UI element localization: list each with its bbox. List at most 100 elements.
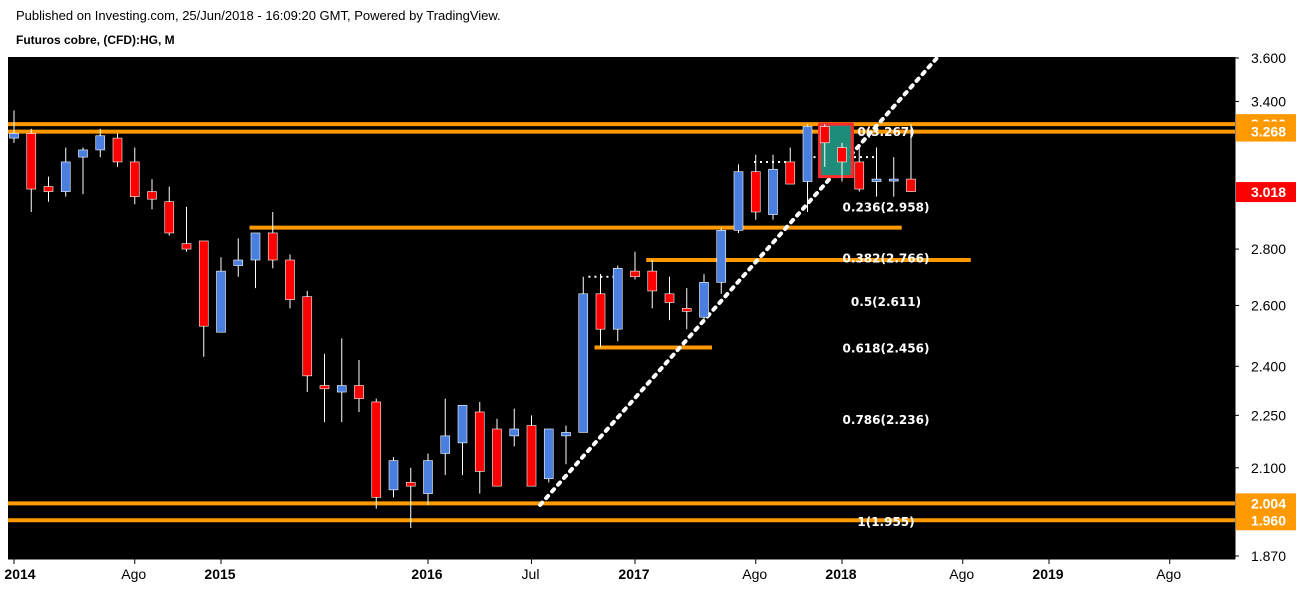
candle[interactable] [768, 154, 778, 220]
candle-body [474, 411, 485, 472]
candle[interactable] [198, 240, 209, 357]
candle-body [906, 178, 916, 192]
candle[interactable] [388, 457, 399, 498]
candle[interactable] [423, 453, 433, 505]
candle-body [612, 268, 623, 330]
fibonacci-label: 0.786(2.236) [843, 413, 930, 427]
candle-body [129, 161, 140, 197]
candle-body [267, 232, 278, 261]
candle-body [647, 270, 658, 292]
candle[interactable] [871, 147, 882, 197]
candle[interactable] [285, 254, 295, 309]
x-tick-label: Jul [522, 566, 540, 582]
candle[interactable] [630, 251, 640, 280]
candle[interactable] [595, 273, 606, 348]
candle[interactable] [474, 401, 485, 494]
candle-body [768, 168, 778, 215]
candle[interactable] [319, 353, 330, 423]
price-tag: 1.960 [1236, 510, 1296, 531]
fibonacci-label: 1(1.955) [857, 515, 914, 529]
candle[interactable] [233, 238, 244, 277]
candle-body [630, 270, 640, 278]
candle[interactable] [440, 398, 451, 476]
candle-body [561, 432, 571, 437]
candle-body [785, 161, 796, 185]
candle[interactable] [837, 142, 847, 182]
fibonacci-label: 0.236(2.958) [843, 200, 930, 214]
candle-body [699, 282, 709, 318]
fibonacci-label: 0(3.267) [857, 125, 914, 139]
candle[interactable] [561, 425, 571, 465]
candle[interactable] [164, 186, 175, 236]
candle[interactable] [371, 398, 382, 509]
price-tag-label: 1.960 [1251, 512, 1286, 528]
candle-body [802, 126, 813, 182]
candle[interactable] [509, 408, 520, 447]
fibonacci-label: 0.382(2.766) [843, 251, 930, 265]
candle-body [423, 460, 433, 494]
candle[interactable] [95, 128, 106, 158]
y-tick-label: 2.100 [1251, 460, 1286, 476]
candle[interactable] [750, 154, 761, 220]
y-tick-label: 3.400 [1251, 93, 1286, 109]
candle[interactable] [147, 179, 157, 210]
candle[interactable] [681, 288, 692, 330]
candle[interactable] [405, 467, 416, 529]
candle[interactable] [578, 276, 589, 433]
candle[interactable] [664, 276, 675, 321]
candle[interactable] [250, 232, 261, 289]
candle[interactable] [716, 227, 727, 294]
candle-body [164, 201, 175, 234]
candle[interactable] [354, 359, 364, 412]
candle[interactable] [612, 265, 623, 342]
published-note: Published on Investing.com, 25/Jun/2018 … [16, 8, 501, 23]
candle-body [526, 425, 537, 487]
candle[interactable] [9, 110, 19, 143]
y-tick-label: 3.600 [1251, 50, 1286, 66]
chart-symbol-title: Futuros cobre, (CFD):HG, M [16, 33, 175, 47]
x-tick-label: 2019 [1032, 566, 1063, 582]
candle-body [319, 385, 330, 390]
candle[interactable] [43, 176, 54, 202]
trendline-dotted[interactable] [538, 56, 939, 507]
candle-body [354, 385, 364, 399]
candle[interactable] [457, 404, 468, 476]
candle-body [854, 161, 865, 190]
candle[interactable] [819, 124, 830, 167]
candle-body [60, 161, 71, 192]
candle[interactable] [785, 147, 796, 185]
candle[interactable] [60, 147, 71, 197]
candle[interactable] [647, 260, 658, 309]
x-tick-label: Ago [121, 566, 146, 582]
price-tag-box [1236, 121, 1296, 142]
candle[interactable] [888, 157, 899, 197]
candle-body [595, 293, 606, 330]
candle[interactable] [78, 147, 88, 195]
price-tag-box [1236, 182, 1296, 203]
candle[interactable] [733, 164, 744, 233]
candle[interactable] [112, 133, 123, 167]
candle[interactable] [543, 428, 554, 483]
candle-body [181, 243, 192, 250]
candle[interactable] [216, 257, 226, 333]
candle[interactable] [267, 211, 278, 269]
candle-body [26, 133, 37, 190]
candle[interactable] [699, 273, 709, 324]
candle[interactable] [181, 206, 192, 252]
candle[interactable] [906, 124, 916, 192]
candle[interactable] [129, 147, 140, 205]
x-tick-label: 2017 [618, 566, 649, 582]
candle[interactable] [526, 415, 537, 487]
candle[interactable] [802, 124, 813, 212]
price-tag-label: 3.268 [1251, 124, 1286, 140]
candle[interactable] [336, 338, 347, 423]
x-tick-label: 2015 [204, 566, 235, 582]
candle[interactable] [854, 147, 865, 192]
fibonacci-label: 0.5(2.611) [851, 295, 921, 309]
candle-body [543, 428, 554, 480]
price-tag: 3.268 [1236, 121, 1296, 142]
candle[interactable] [26, 128, 37, 212]
candle[interactable] [492, 418, 502, 487]
candle[interactable] [302, 290, 313, 393]
